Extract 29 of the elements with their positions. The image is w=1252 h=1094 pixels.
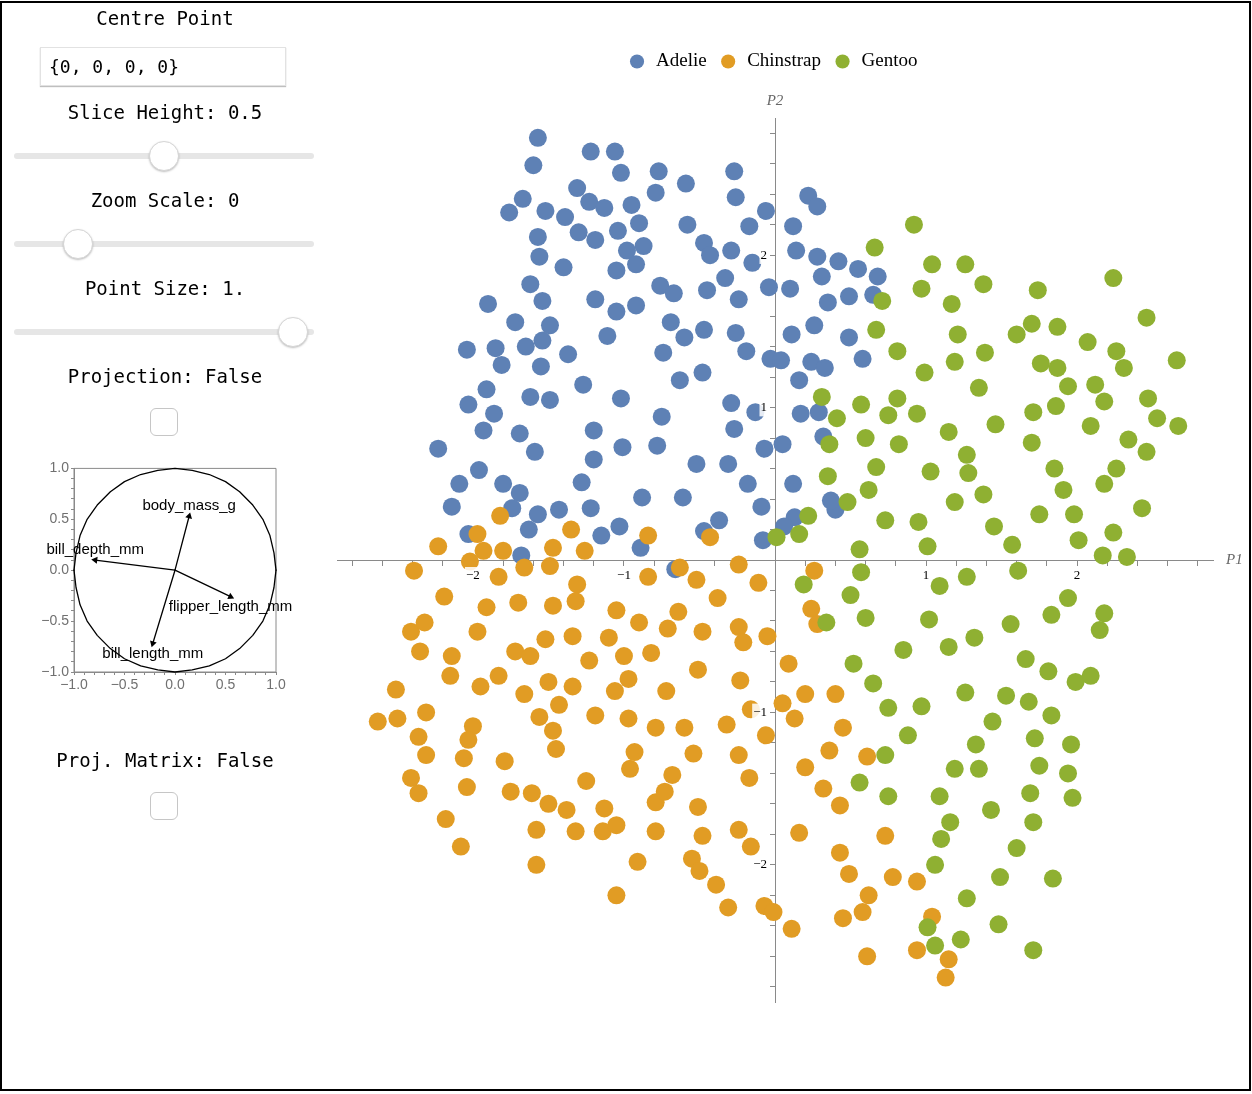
text: Slice Height: 0.5 [67, 101, 263, 123]
text: Zoom Scale: 0 [90, 189, 240, 211]
x-tick-label: −2 [466, 567, 480, 583]
text: Centre Point [96, 7, 234, 29]
text: Projection: False [67, 365, 263, 387]
x-tick-label: 1.0 [266, 676, 286, 693]
legend-label: Chinstrap [747, 49, 822, 71]
y-tick-label: −1.0 [41, 662, 70, 679]
x-tick-label: 0.0 [165, 676, 185, 693]
x-axis-title: P1 [1225, 550, 1243, 567]
x-tick-label: −1 [617, 567, 631, 583]
x-tick-label: 0.5 [215, 676, 236, 693]
x-tick-label: −1.0 [60, 676, 89, 693]
y-tick-label: 2 [760, 246, 767, 262]
y-axis-title: P2 [765, 92, 784, 108]
legend-label: Adelie [656, 49, 707, 71]
y-tick-label: 0.5 [49, 510, 70, 527]
y-tick-label: −2 [753, 856, 767, 872]
y-tick-label: −1 [753, 703, 767, 719]
x-tick-label: 1 [922, 567, 930, 583]
legend-label: Gentoo [861, 49, 918, 71]
text: Proj. Matrix: False [56, 749, 274, 771]
x-tick-label: 2 [1073, 567, 1081, 583]
x-tick-label: −0.5 [110, 676, 139, 693]
text-field: {0, 0, 0, 0} [40, 47, 286, 86]
y-tick-label: 1 [760, 399, 767, 415]
y-tick-label: −0.5 [41, 611, 70, 628]
text: Point Size: 1. [84, 277, 246, 299]
y-tick-label: 1.0 [49, 459, 70, 476]
